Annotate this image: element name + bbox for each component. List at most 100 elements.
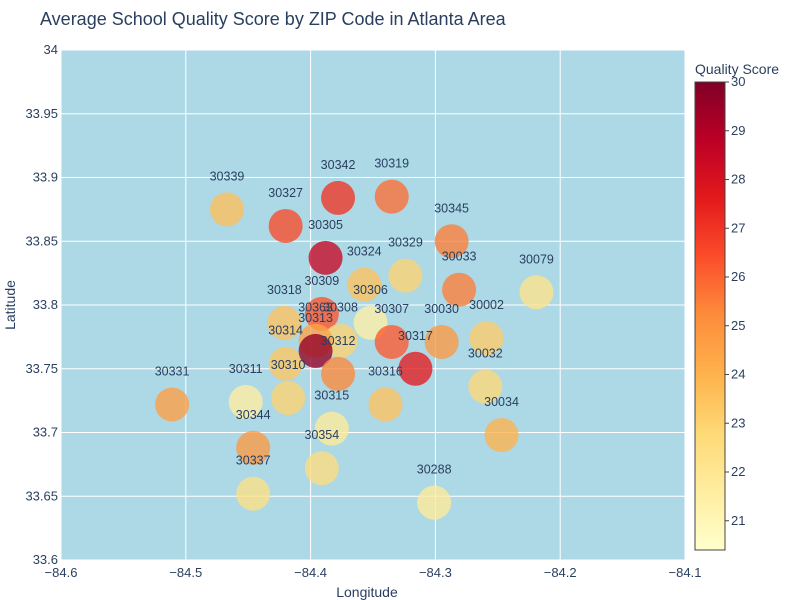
y-tick-label: 34	[44, 42, 58, 57]
data-point-30345[interactable]	[434, 224, 469, 259]
y-tick-label: 33.95	[25, 106, 58, 121]
data-point-30329[interactable]	[388, 258, 423, 293]
point-label: 30306	[353, 283, 388, 297]
data-point-30315[interactable]	[314, 411, 349, 446]
colorbar-tick-label: 30	[731, 74, 745, 89]
data-point-30317[interactable]	[398, 351, 433, 386]
point-label: 30318	[267, 283, 302, 297]
data-point-30331[interactable]	[155, 387, 190, 422]
point-label: 30342	[321, 158, 356, 172]
point-label: 30312	[321, 334, 356, 348]
colorbar-tick-label: 23	[731, 415, 745, 430]
colorbar-tick-label: 29	[731, 123, 745, 138]
colorbar-tick-label: 26	[731, 269, 745, 284]
y-tick-label: 33.8	[33, 297, 58, 312]
data-point-30324[interactable]	[347, 267, 382, 302]
point-label: 30032	[468, 347, 503, 361]
data-point-30288[interactable]	[417, 485, 452, 520]
data-point-30316[interactable]	[368, 387, 403, 422]
point-label: 30337	[236, 454, 271, 468]
x-tick-label: −84.4	[294, 565, 327, 580]
data-point-30030[interactable]	[424, 324, 459, 359]
point-label: 30305	[308, 218, 343, 232]
data-point-30310[interactable]	[271, 381, 306, 416]
data-point-30337[interactable]	[236, 476, 271, 511]
y-axis-ticks: 33.6 33.65 33.7 33.75 33.8 33.85 33.9 33.95 34	[25, 42, 58, 567]
point-label: 30331	[155, 364, 190, 378]
point-label: 30354	[304, 428, 339, 442]
point-label: 30315	[314, 389, 349, 403]
data-point-30339[interactable]	[209, 192, 244, 227]
data-point-30312[interactable]	[321, 356, 356, 391]
colorbar-tick-label: 24	[731, 367, 745, 382]
point-label: 30317	[398, 329, 433, 343]
y-tick-label: 33.85	[25, 233, 58, 248]
x-tick-label: −84.1	[669, 565, 702, 580]
colorbar-tick-label: 28	[731, 172, 745, 187]
point-label: 30033	[442, 250, 477, 264]
x-axis-ticks: −84.6 −84.5 −84.4 −84.3 −84.2 −84.1	[45, 565, 702, 580]
data-point-30079[interactable]	[519, 275, 554, 310]
x-tick-label: −84.6	[45, 565, 78, 580]
point-label: 30308	[323, 301, 358, 315]
point-label: 30030	[424, 302, 459, 316]
data-point-30314[interactable]	[268, 346, 303, 381]
point-label: 30313	[298, 311, 333, 325]
point-label: 30311	[229, 362, 263, 376]
y-tick-label: 33.65	[25, 488, 58, 503]
data-point-30313[interactable]	[298, 333, 333, 368]
colorbar-title: Quality Score	[695, 61, 779, 77]
point-label: 30316	[368, 364, 403, 378]
colorbar-tick-label: 25	[731, 318, 745, 333]
point-label: 30344	[236, 408, 271, 422]
x-tick-label: −84.2	[544, 565, 577, 580]
data-points	[155, 179, 554, 520]
data-point-30002[interactable]	[469, 321, 504, 356]
x-tick-label: −84.5	[169, 565, 202, 580]
point-label: 30309	[304, 274, 339, 288]
point-label: 30327	[268, 186, 303, 200]
colorbar-gradient	[694, 81, 726, 551]
point-label: 30002	[469, 298, 504, 312]
colorbar: Quality Score 21 22 23 24 25 26 27 28 29 30	[694, 61, 779, 551]
data-point-30311[interactable]	[228, 384, 263, 419]
colorbar-tick-label: 27	[731, 220, 745, 235]
point-label: 30307	[374, 302, 409, 316]
data-point-30034[interactable]	[484, 418, 519, 453]
data-point-30318[interactable]	[267, 305, 302, 340]
data-point-30342[interactable]	[321, 180, 356, 215]
data-point-30033[interactable]	[442, 272, 477, 307]
point-label: 30345	[434, 201, 469, 215]
y-tick-label: 33.75	[25, 361, 58, 376]
data-point-30327[interactable]	[268, 208, 303, 243]
point-label: 30319	[374, 157, 409, 171]
point-label: 30079	[519, 252, 554, 266]
colorbar-ticks: 21 22 23 24 25 26 27 28 29 30	[725, 74, 745, 528]
point-label: 30314	[268, 324, 303, 338]
data-point-30032[interactable]	[468, 369, 503, 404]
grid	[60, 49, 686, 561]
chart-title: Average School Quality Score by ZIP Code…	[40, 9, 507, 29]
data-point-30344[interactable]	[236, 430, 271, 465]
point-label: 30339	[210, 169, 245, 183]
data-point-30354[interactable]	[304, 451, 339, 486]
point-label: 30329	[388, 236, 423, 250]
point-label: 30363	[298, 301, 333, 315]
y-tick-label: 33.9	[33, 170, 58, 185]
data-point-30319[interactable]	[374, 179, 409, 214]
data-point-30307[interactable]	[374, 324, 409, 359]
point-label: 30324	[347, 245, 382, 259]
point-label: 30288	[417, 463, 452, 477]
point-label: 30310	[271, 358, 306, 372]
colorbar-tick-label: 21	[731, 513, 745, 528]
y-tick-label: 33.7	[33, 425, 58, 440]
x-tick-label: −84.3	[419, 565, 452, 580]
y-tick-label: 33.6	[33, 552, 58, 567]
data-point-30305[interactable]	[308, 240, 343, 275]
x-axis-title: Longitude	[336, 584, 398, 600]
colorbar-tick-label: 22	[731, 464, 745, 479]
data-point-30309[interactable]	[304, 296, 339, 331]
y-axis-title: Latitude	[2, 280, 18, 330]
